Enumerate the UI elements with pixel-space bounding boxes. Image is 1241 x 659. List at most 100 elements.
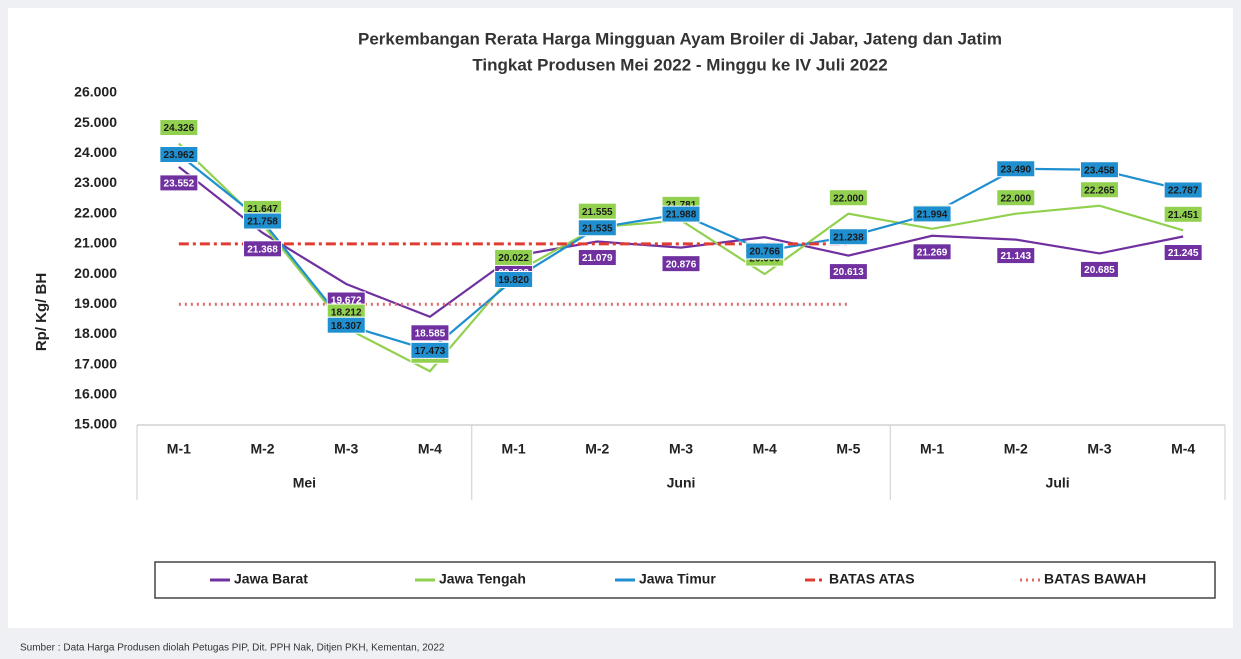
value-label-box	[577, 202, 617, 220]
value-label: 22.265	[1084, 185, 1115, 196]
value-label: 21.368	[247, 244, 278, 255]
x-tick-label: M-2	[1004, 441, 1028, 457]
y-tick-label: 17.000	[74, 355, 117, 371]
value-label: 21.238	[833, 232, 864, 243]
value-label-box	[912, 243, 952, 261]
value-label-box	[1163, 181, 1203, 199]
chart-panel	[8, 8, 1233, 628]
x-tick-label: M-1	[167, 441, 191, 457]
y-tick-label: 20.000	[74, 265, 117, 281]
y-tick-label: 23.000	[74, 174, 117, 190]
y-axis-label: Rp/ Kg/ BH	[33, 273, 50, 351]
value-label-box	[159, 174, 199, 192]
value-label: 17.473	[415, 346, 446, 357]
value-label: 21.535	[582, 223, 613, 234]
y-tick-label: 19.000	[74, 295, 117, 311]
x-tick-label: M-3	[669, 441, 693, 457]
value-label-box	[745, 242, 785, 260]
value-label: 20.685	[1084, 265, 1115, 276]
value-label-box	[243, 240, 283, 258]
value-label-box	[326, 316, 366, 334]
value-label-box	[996, 247, 1036, 265]
legend-label: Jawa Barat	[234, 571, 308, 587]
value-label: 22.787	[1168, 186, 1199, 197]
value-label: 21.758	[247, 217, 278, 228]
value-label: 19.820	[498, 275, 529, 286]
x-tick-label: M-4	[753, 441, 777, 457]
y-tick-label: 24.000	[74, 144, 117, 160]
value-label: 23.458	[1084, 165, 1115, 176]
group-label: Mei	[293, 475, 316, 491]
value-label: 21.245	[1168, 248, 1199, 259]
value-label-box	[1079, 161, 1119, 179]
source-note: Sumber : Data Harga Produsen diolah Petu…	[20, 643, 445, 654]
value-label: 23.490	[1000, 164, 1031, 175]
value-label: 20.876	[666, 259, 697, 270]
value-label-box	[828, 189, 868, 207]
value-label: 21.555	[582, 207, 613, 218]
x-tick-label: M-2	[250, 441, 274, 457]
value-label-box	[159, 146, 199, 164]
value-label: 21.994	[917, 210, 948, 221]
y-tick-label: 22.000	[74, 204, 117, 220]
chart-title: Perkembangan Rerata Harga Mingguan Ayam …	[358, 29, 1002, 48]
value-label: 23.552	[164, 179, 195, 190]
x-tick-label: M-3	[1087, 441, 1111, 457]
value-label-box	[494, 271, 534, 289]
value-label-box	[996, 189, 1036, 207]
legend-label: BATAS BAWAH	[1044, 571, 1146, 587]
x-tick-label: M-4	[1171, 441, 1195, 457]
value-label-box	[1163, 244, 1203, 262]
x-tick-label: M-3	[334, 441, 358, 457]
value-label-box	[661, 255, 701, 273]
value-label-box	[912, 205, 952, 223]
value-label: 23.962	[164, 150, 195, 161]
value-label: 20.613	[833, 267, 864, 278]
value-label-box	[1079, 181, 1119, 199]
value-label-box	[243, 212, 283, 230]
y-tick-label: 26.000	[74, 84, 117, 100]
x-tick-label: M-4	[418, 441, 442, 457]
value-label: 20.022	[498, 253, 529, 264]
x-tick-label: M-5	[836, 441, 860, 457]
group-label: Juli	[1046, 475, 1070, 491]
value-label: 21.647	[247, 204, 278, 215]
group-label: Juni	[667, 475, 696, 491]
value-label: 21.781	[666, 200, 697, 211]
x-tick-label: M-1	[920, 441, 944, 457]
series-line	[178, 166, 1184, 319]
x-tick-label: M-1	[502, 441, 526, 457]
value-label: 18.212	[331, 308, 362, 319]
value-label-box	[410, 341, 450, 359]
value-label: 18.307	[331, 321, 362, 332]
chart-subtitle: Tingkat Produsen Mei 2022 - Minggu ke IV…	[472, 55, 887, 74]
value-label: 19.672	[331, 296, 362, 307]
value-label-box	[996, 160, 1036, 178]
value-label: 21.079	[582, 253, 613, 264]
value-label: 22.000	[1000, 193, 1031, 204]
value-label-box	[159, 119, 199, 137]
value-label-box	[494, 248, 534, 266]
y-tick-label: 16.000	[74, 386, 117, 402]
value-label-box	[577, 219, 617, 237]
y-tick-label: 21.000	[74, 235, 117, 251]
value-label: 20.766	[749, 247, 780, 258]
value-label: 21.143	[1000, 251, 1031, 262]
value-label: 21.451	[1168, 210, 1199, 221]
value-label: 22.000	[833, 193, 864, 204]
x-tick-label: M-2	[585, 441, 609, 457]
value-label-box	[1079, 260, 1119, 278]
value-label-box	[828, 228, 868, 246]
value-label-box	[410, 324, 450, 342]
legend-label: Jawa Tengah	[439, 571, 526, 587]
legend-box	[154, 561, 1216, 599]
value-label-box	[828, 263, 868, 281]
legend-label: Jawa Timur	[639, 571, 716, 587]
value-label: 21.988	[666, 210, 697, 221]
value-label: 24.326	[164, 123, 195, 134]
value-label: 18.585	[415, 328, 446, 339]
value-label-box	[577, 249, 617, 267]
value-label-box	[1163, 205, 1203, 223]
legend-label: BATAS ATAS	[829, 571, 915, 587]
